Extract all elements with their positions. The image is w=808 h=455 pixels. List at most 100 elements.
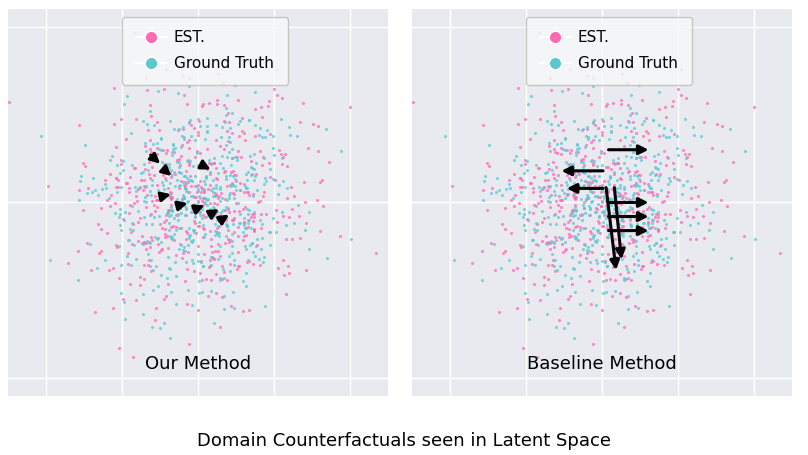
Point <box>248 253 261 260</box>
Point <box>595 150 608 157</box>
Point <box>129 187 142 195</box>
Point <box>234 154 247 161</box>
Point <box>232 233 245 240</box>
Point <box>495 191 508 198</box>
Point <box>629 179 642 186</box>
Point <box>571 148 584 156</box>
Point <box>192 243 205 250</box>
Point <box>188 219 201 227</box>
Point <box>589 177 602 185</box>
Point <box>680 208 692 216</box>
Point <box>133 282 146 289</box>
Point <box>210 191 223 198</box>
Point <box>221 222 234 230</box>
Point <box>276 160 289 167</box>
Point <box>638 186 650 193</box>
Point <box>271 65 284 72</box>
Point <box>172 202 185 209</box>
Point <box>583 205 596 212</box>
Point <box>179 178 191 186</box>
Point <box>113 211 126 218</box>
Point <box>505 229 518 237</box>
Point <box>276 208 288 216</box>
Point <box>629 243 642 250</box>
Point <box>550 236 563 243</box>
Point <box>248 211 261 218</box>
Point <box>509 192 522 199</box>
Point <box>485 190 498 197</box>
Point <box>176 246 189 253</box>
Point <box>247 214 260 221</box>
Point <box>225 249 238 257</box>
Point <box>179 167 192 174</box>
Point <box>174 241 187 248</box>
Point <box>448 256 461 263</box>
Point <box>568 189 581 196</box>
Point <box>139 148 152 155</box>
Point <box>128 184 141 191</box>
Point <box>172 169 185 176</box>
Point <box>263 166 276 173</box>
Point <box>192 290 205 297</box>
Point <box>107 304 120 311</box>
Point <box>489 267 502 274</box>
Point <box>630 230 643 238</box>
Point <box>678 150 691 157</box>
Point <box>555 145 568 152</box>
Point <box>576 210 589 217</box>
Point <box>88 186 101 193</box>
Point <box>166 140 179 147</box>
Point <box>585 175 598 182</box>
Point <box>562 319 574 327</box>
Point <box>578 204 591 211</box>
Point <box>638 186 650 193</box>
Point <box>614 191 627 198</box>
Point <box>696 202 709 209</box>
Point <box>228 228 241 235</box>
Point <box>600 201 613 208</box>
Point <box>144 145 157 152</box>
Point <box>581 249 594 257</box>
Point <box>196 202 208 209</box>
Point <box>123 225 136 232</box>
Point <box>256 153 269 161</box>
Point <box>183 176 196 183</box>
Point <box>198 185 211 192</box>
Point <box>633 187 646 194</box>
Point <box>191 116 204 123</box>
Point <box>638 154 651 161</box>
Point <box>133 183 146 191</box>
Point <box>141 120 154 127</box>
Point <box>162 191 175 198</box>
Point <box>566 184 579 192</box>
Point <box>623 204 636 211</box>
Point <box>223 261 236 268</box>
Point <box>203 210 216 217</box>
Point <box>654 241 667 248</box>
Point <box>142 257 155 264</box>
Point <box>595 258 608 265</box>
Point <box>259 210 272 217</box>
Point <box>672 177 685 184</box>
Point <box>584 180 597 187</box>
Point <box>95 204 107 211</box>
Point <box>201 127 214 134</box>
Point <box>232 147 245 154</box>
Point <box>625 206 638 213</box>
Point <box>591 205 604 212</box>
Point <box>144 244 157 251</box>
Point <box>607 199 620 207</box>
Point <box>575 216 588 223</box>
Point <box>533 192 546 199</box>
Point <box>644 184 657 191</box>
Point <box>179 211 192 218</box>
Point <box>541 187 553 194</box>
Point <box>204 168 217 176</box>
Point <box>271 219 284 226</box>
Text: Domain Counterfactuals seen in Latent Space: Domain Counterfactuals seen in Latent Sp… <box>197 432 611 450</box>
Point <box>146 236 159 243</box>
Point <box>691 219 704 227</box>
Point <box>605 185 618 192</box>
Point <box>549 192 562 199</box>
Point <box>551 201 564 208</box>
